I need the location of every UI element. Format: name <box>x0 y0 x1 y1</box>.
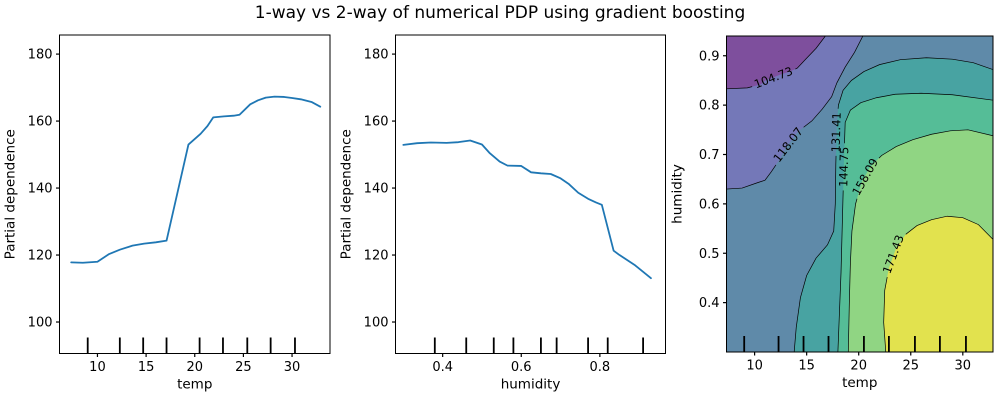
x-tick-label: 30 <box>284 360 301 375</box>
y-tick-label: 0.8 <box>699 99 720 114</box>
y-tick-label: 120 <box>364 249 389 264</box>
contour-line-131.41 <box>793 155 837 352</box>
y-tick-label: 120 <box>28 249 53 264</box>
contour-line-118.07 <box>726 164 777 190</box>
x-tick-label: 20 <box>186 360 203 375</box>
pdp-line-pdp-temp <box>70 95 322 264</box>
x-tick-label: 30 <box>955 359 972 374</box>
y-tick-label: 0.4 <box>699 296 720 311</box>
y-tick-label: 180 <box>28 48 53 63</box>
x-tick-label: 0.4 <box>432 360 453 375</box>
y-axis-label: humidity <box>670 164 686 224</box>
axes-pdp-temp: 10 15 20 25 30 100 120 140 160 180 temp Partial dep… <box>3 34 331 393</box>
axes-spines <box>726 35 994 353</box>
x-tick-label: 25 <box>235 360 252 375</box>
y-tick-label: 0.7 <box>699 148 720 163</box>
x-axis-label: temp <box>842 375 877 391</box>
y-tick-label: 0.6 <box>699 197 720 212</box>
contour-line-144.75 <box>844 92 993 144</box>
contour-line-104.73 <box>795 36 826 70</box>
x-tick-label: 0.6 <box>511 360 532 375</box>
axes-spines <box>59 34 331 354</box>
y-tick-label: 140 <box>28 182 53 197</box>
y-tick-label: 0.5 <box>699 247 720 262</box>
y-axis-label: Partial dependence <box>339 129 355 259</box>
y-tick-label: 160 <box>364 115 389 130</box>
contour-label-144.75: 144.75 <box>836 146 851 187</box>
y-tick-label: 100 <box>28 316 53 331</box>
contour-line-144.75 <box>837 190 844 352</box>
axes-pdp-humidity: 0.4 0.6 0.8 100 120 140 160 180 humidity Partial … <box>339 34 666 393</box>
x-tick-label: 20 <box>850 359 867 374</box>
contour-line-158.09 <box>847 198 858 352</box>
contour-line-131.41 <box>837 57 993 109</box>
axes-spines <box>395 34 666 354</box>
contour-line-171.43 <box>883 277 888 352</box>
y-tick-label: 140 <box>364 182 389 197</box>
y-tick-label: 0.9 <box>699 49 720 64</box>
x-axis-label: temp <box>177 377 212 393</box>
y-tick-label: 100 <box>364 316 389 331</box>
contour-band-6 <box>883 216 993 352</box>
pdp-line-pdp-humidity <box>402 139 652 280</box>
contour-line-104.73 <box>726 86 753 90</box>
contour-line-171.43 <box>905 215 993 240</box>
contour-label-131.41: 131.41 <box>829 112 844 153</box>
contour-line-158.09 <box>878 129 993 159</box>
x-tick-label: 25 <box>902 359 919 374</box>
figure-title: 1-way vs 2-way of numerical PDP using gr… <box>254 3 746 23</box>
contour-line-118.07 <box>803 36 864 128</box>
x-tick-label: 15 <box>138 360 155 375</box>
x-tick-label: 10 <box>746 359 763 374</box>
x-tick-label: 10 <box>89 360 106 375</box>
x-axis-label: humidity <box>501 377 561 393</box>
x-tick-label: 0.8 <box>590 360 611 375</box>
x-tick-label: 15 <box>798 359 815 374</box>
y-tick-label: 160 <box>28 115 53 130</box>
y-axis-label: Partial dependence <box>3 129 19 259</box>
y-tick-label: 180 <box>364 48 389 63</box>
